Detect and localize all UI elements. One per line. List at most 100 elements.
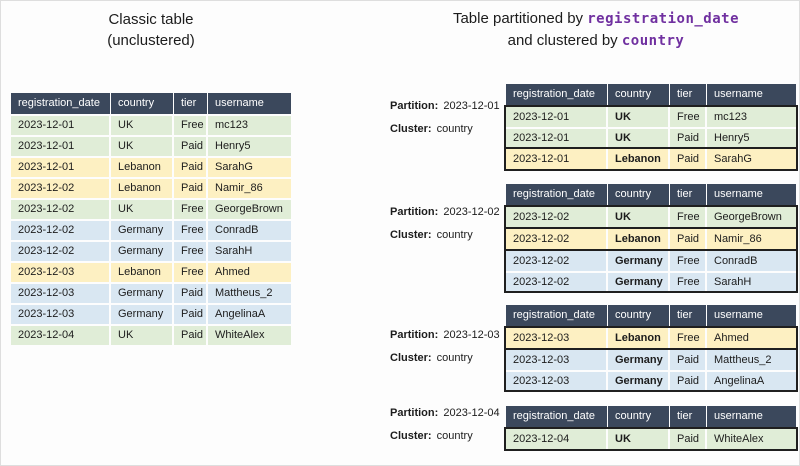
table-cell: 2023-12-03 (11, 261, 111, 282)
table-cell: Germany (111, 219, 174, 240)
cluster-group-germany: 2023-12-02 Germany Free ConradB 2023-12-… (506, 249, 796, 291)
table-cell: UK (111, 114, 174, 135)
table-row: 2023-12-01 UK Paid Henry5 (11, 135, 291, 156)
cluster-label: Cluster: country (390, 229, 473, 241)
table-body: 2023-12-02 UK Free GeorgeBrown 2023-12-0… (504, 205, 798, 293)
table-cell: Germany (111, 282, 174, 303)
table-row: 2023-12-01 Lebanon Paid SarahG (506, 149, 796, 169)
table-cell: 2023-12-03 (506, 328, 608, 348)
partition-label-key: Partition: (390, 100, 439, 112)
classic-table: registration_date country tier username … (11, 93, 291, 345)
table-cell: 2023-12-01 (506, 149, 608, 169)
table-row: 2023-12-02 Lebanon Paid Namir_86 (11, 177, 291, 198)
table-row: 2023-12-03 Lebanon Free Ahmed (506, 328, 796, 348)
header-cell-country: country (608, 184, 670, 205)
table-cell: Ahmed (707, 328, 796, 348)
partition-label: Partition: 2023-12-02 (390, 206, 500, 218)
table-cell: 2023-12-01 (11, 156, 111, 177)
table-cell: 2023-12-02 (11, 219, 111, 240)
table-row: 2023-12-03 Germany Paid Mattheus_2 (506, 350, 796, 370)
table-row: 2023-12-02 UK Free GeorgeBrown (11, 198, 291, 219)
table-cell: UK (608, 127, 670, 147)
table-cell: 2023-12-03 (506, 370, 608, 390)
table-row: 2023-12-02 Germany Free ConradB (506, 251, 796, 271)
header-cell-tier: tier (670, 184, 707, 205)
table-cell: UK (608, 207, 670, 227)
partition-table-4: registration_date country tier username … (504, 406, 798, 451)
table-cell: Henry5 (208, 135, 291, 156)
cluster-label-value: country (436, 352, 473, 364)
table-cell: 2023-12-01 (506, 127, 608, 147)
table-row: 2023-12-02 Germany Free SarahH (11, 240, 291, 261)
table-cell: Free (670, 271, 707, 291)
table-cell: Mattheus_2 (208, 282, 291, 303)
table-cell: Germany (608, 271, 670, 291)
table-body: 2023-12-01 UK Free mc123 2023-12-01 UK P… (504, 105, 798, 171)
table-cell: mc123 (707, 107, 796, 127)
table-row: 2023-12-01 UK Free mc123 (506, 107, 796, 127)
table-cell: SarahH (707, 271, 796, 291)
header-cell-registration-date: registration_date (506, 184, 608, 205)
table-row: 2023-12-02 Lebanon Paid Namir_86 (506, 229, 796, 249)
cluster-group-lebanon: 2023-12-01 Lebanon Paid SarahG (506, 147, 796, 169)
table-cell: Lebanon (111, 177, 174, 198)
table-cell: Free (174, 198, 208, 219)
table-cell: Germany (608, 251, 670, 271)
table-cell: Paid (670, 429, 707, 449)
header-cell-username: username (707, 84, 796, 105)
header-cell-country: country (111, 93, 174, 114)
partition-label: Partition: 2023-12-01 (390, 100, 500, 112)
table-cell: Germany (608, 350, 670, 370)
table-cell: Free (174, 114, 208, 135)
cluster-label-value: country (436, 430, 473, 442)
table-cell: Paid (174, 156, 208, 177)
table-row: 2023-12-03 Germany Paid AngelinaA (11, 303, 291, 324)
table-row: 2023-12-04 UK Paid WhiteAlex (506, 429, 796, 449)
table-header-row: registration_date country tier username (11, 93, 291, 114)
table-header-row: registration_date country tier username (506, 184, 796, 205)
table-cell: 2023-12-02 (11, 240, 111, 261)
table-cell: Germany (111, 303, 174, 324)
table-cell: AngelinaA (707, 370, 796, 390)
table-cell: Lebanon (608, 229, 670, 249)
partition-label-value: 2023-12-02 (443, 206, 500, 218)
partition-label-key: Partition: (390, 407, 439, 419)
table-cell: SarahH (208, 240, 291, 261)
table-cell: SarahG (707, 149, 796, 169)
table-cell: Paid (174, 303, 208, 324)
cluster-group-uk: 2023-12-01 UK Free mc123 2023-12-01 UK P… (506, 107, 796, 147)
table-cell: 2023-12-01 (11, 135, 111, 156)
table-cell: UK (111, 198, 174, 219)
table-row: 2023-12-01 UK Paid Henry5 (506, 127, 796, 147)
partition-label: Partition: 2023-12-03 (390, 329, 500, 341)
table-cell: 2023-12-04 (11, 324, 111, 345)
right-title-text2: and clustered by (507, 32, 618, 49)
table-header-row: registration_date country tier username (506, 406, 796, 427)
table-cell: Paid (670, 370, 707, 390)
header-cell-registration-date: registration_date (11, 93, 111, 114)
table-cell: Free (670, 207, 707, 227)
cluster-label-key: Cluster: (390, 123, 432, 135)
header-cell-username: username (707, 184, 796, 205)
header-cell-registration-date: registration_date (506, 305, 608, 326)
table-cell: Ahmed (208, 261, 291, 282)
table-cell: Germany (111, 240, 174, 261)
header-cell-tier: tier (174, 93, 208, 114)
table-cell: Lebanon (608, 328, 670, 348)
table-cell: 2023-12-04 (506, 429, 608, 449)
table-row: 2023-12-01 UK Free mc123 (11, 114, 291, 135)
partition-label-key: Partition: (390, 329, 439, 341)
table-cell: WhiteAlex (707, 429, 796, 449)
table-cell: 2023-12-02 (506, 251, 608, 271)
cluster-group-lebanon: 2023-12-03 Lebanon Free Ahmed (506, 328, 796, 348)
table-body: 2023-12-04 UK Paid WhiteAlex (504, 427, 798, 451)
header-cell-username: username (707, 305, 796, 326)
right-title-line1: Table partitioned by registration_date (394, 8, 798, 30)
header-cell-country: country (608, 305, 670, 326)
left-title-line1: Classic table (108, 11, 194, 28)
table-cell: Free (174, 261, 208, 282)
partition-label: Partition: 2023-12-04 (390, 407, 500, 419)
table-cell: Paid (670, 127, 707, 147)
cluster-group-germany: 2023-12-03 Germany Paid Mattheus_2 2023-… (506, 348, 796, 390)
table-cell: Germany (608, 370, 670, 390)
